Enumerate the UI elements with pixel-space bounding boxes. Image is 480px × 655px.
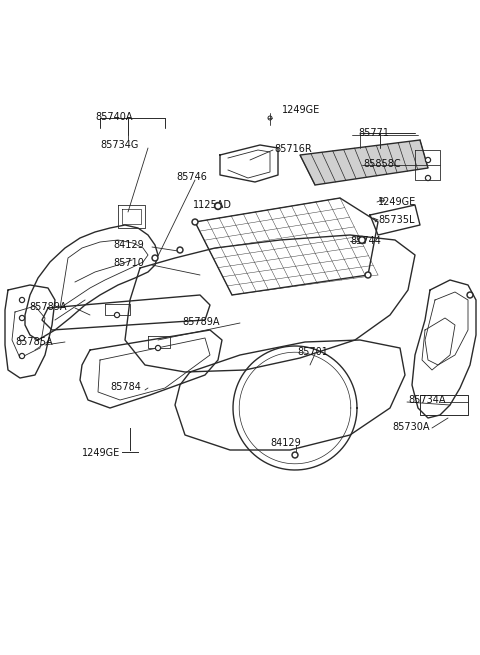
Text: 85730A: 85730A bbox=[392, 422, 430, 432]
Circle shape bbox=[293, 453, 297, 457]
Text: 84129: 84129 bbox=[113, 240, 144, 250]
Circle shape bbox=[179, 248, 181, 252]
Circle shape bbox=[193, 221, 196, 223]
Text: 85734A: 85734A bbox=[408, 395, 445, 405]
Text: 1249GE: 1249GE bbox=[378, 197, 416, 207]
Text: 85789A: 85789A bbox=[29, 302, 67, 312]
Polygon shape bbox=[195, 198, 378, 295]
Circle shape bbox=[21, 355, 23, 357]
Text: 85710: 85710 bbox=[113, 258, 144, 268]
Text: 85735L: 85735L bbox=[378, 215, 415, 225]
Circle shape bbox=[20, 316, 24, 320]
Circle shape bbox=[367, 274, 370, 276]
Circle shape bbox=[425, 157, 431, 162]
Circle shape bbox=[116, 314, 118, 316]
Circle shape bbox=[427, 159, 429, 161]
Circle shape bbox=[427, 177, 429, 179]
Text: 85701: 85701 bbox=[297, 347, 328, 357]
Circle shape bbox=[359, 236, 365, 244]
Circle shape bbox=[152, 255, 158, 261]
Text: 85785A: 85785A bbox=[15, 337, 53, 347]
Circle shape bbox=[157, 346, 159, 349]
Text: 85858C: 85858C bbox=[363, 159, 401, 169]
Circle shape bbox=[292, 452, 298, 458]
Circle shape bbox=[21, 337, 23, 339]
Circle shape bbox=[20, 335, 24, 341]
Text: 85740A: 85740A bbox=[95, 112, 132, 122]
Text: 85716R: 85716R bbox=[274, 144, 312, 154]
Circle shape bbox=[115, 312, 120, 318]
Text: 85746: 85746 bbox=[176, 172, 207, 182]
Text: 85771: 85771 bbox=[358, 128, 389, 138]
Circle shape bbox=[425, 176, 431, 181]
Circle shape bbox=[192, 219, 198, 225]
Text: 85784: 85784 bbox=[110, 382, 141, 392]
Circle shape bbox=[467, 292, 473, 298]
Circle shape bbox=[20, 354, 24, 358]
Circle shape bbox=[177, 247, 183, 253]
Text: 1249GE: 1249GE bbox=[282, 105, 320, 115]
Text: 1249GE: 1249GE bbox=[82, 448, 120, 458]
Text: 85734G: 85734G bbox=[100, 140, 138, 150]
Text: 85789A: 85789A bbox=[182, 317, 219, 327]
Circle shape bbox=[154, 257, 156, 259]
Text: 85744: 85744 bbox=[350, 236, 381, 246]
Text: 1125AD: 1125AD bbox=[193, 200, 232, 210]
Circle shape bbox=[20, 297, 24, 303]
Circle shape bbox=[216, 204, 220, 208]
Circle shape bbox=[365, 272, 371, 278]
Circle shape bbox=[468, 293, 471, 297]
Circle shape bbox=[156, 345, 160, 350]
Circle shape bbox=[21, 299, 23, 301]
Text: 84129: 84129 bbox=[270, 438, 301, 448]
Polygon shape bbox=[300, 140, 428, 185]
Circle shape bbox=[215, 202, 221, 210]
Circle shape bbox=[21, 317, 23, 319]
Circle shape bbox=[360, 238, 364, 242]
